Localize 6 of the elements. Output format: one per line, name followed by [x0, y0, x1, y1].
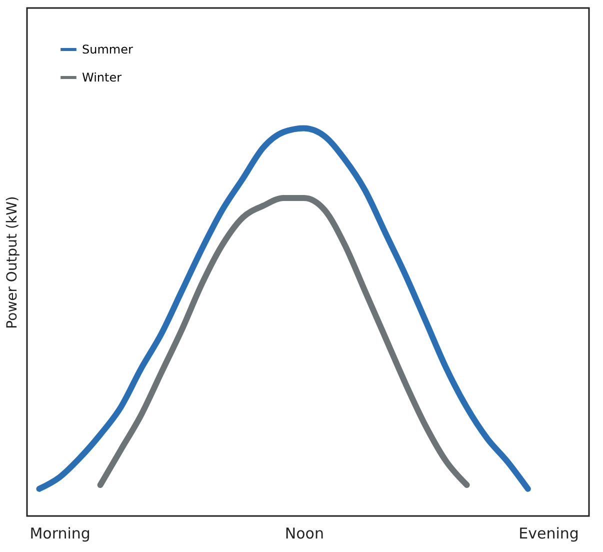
- y-axis-title: Power Output (kW): [4, 196, 20, 329]
- x-tick-label: Evening: [518, 524, 579, 542]
- x-tick-label: Noon: [284, 524, 324, 542]
- legend-label: Winter: [82, 70, 122, 84]
- legend-label: Summer: [82, 42, 133, 56]
- x-tick-label: Morning: [30, 524, 90, 542]
